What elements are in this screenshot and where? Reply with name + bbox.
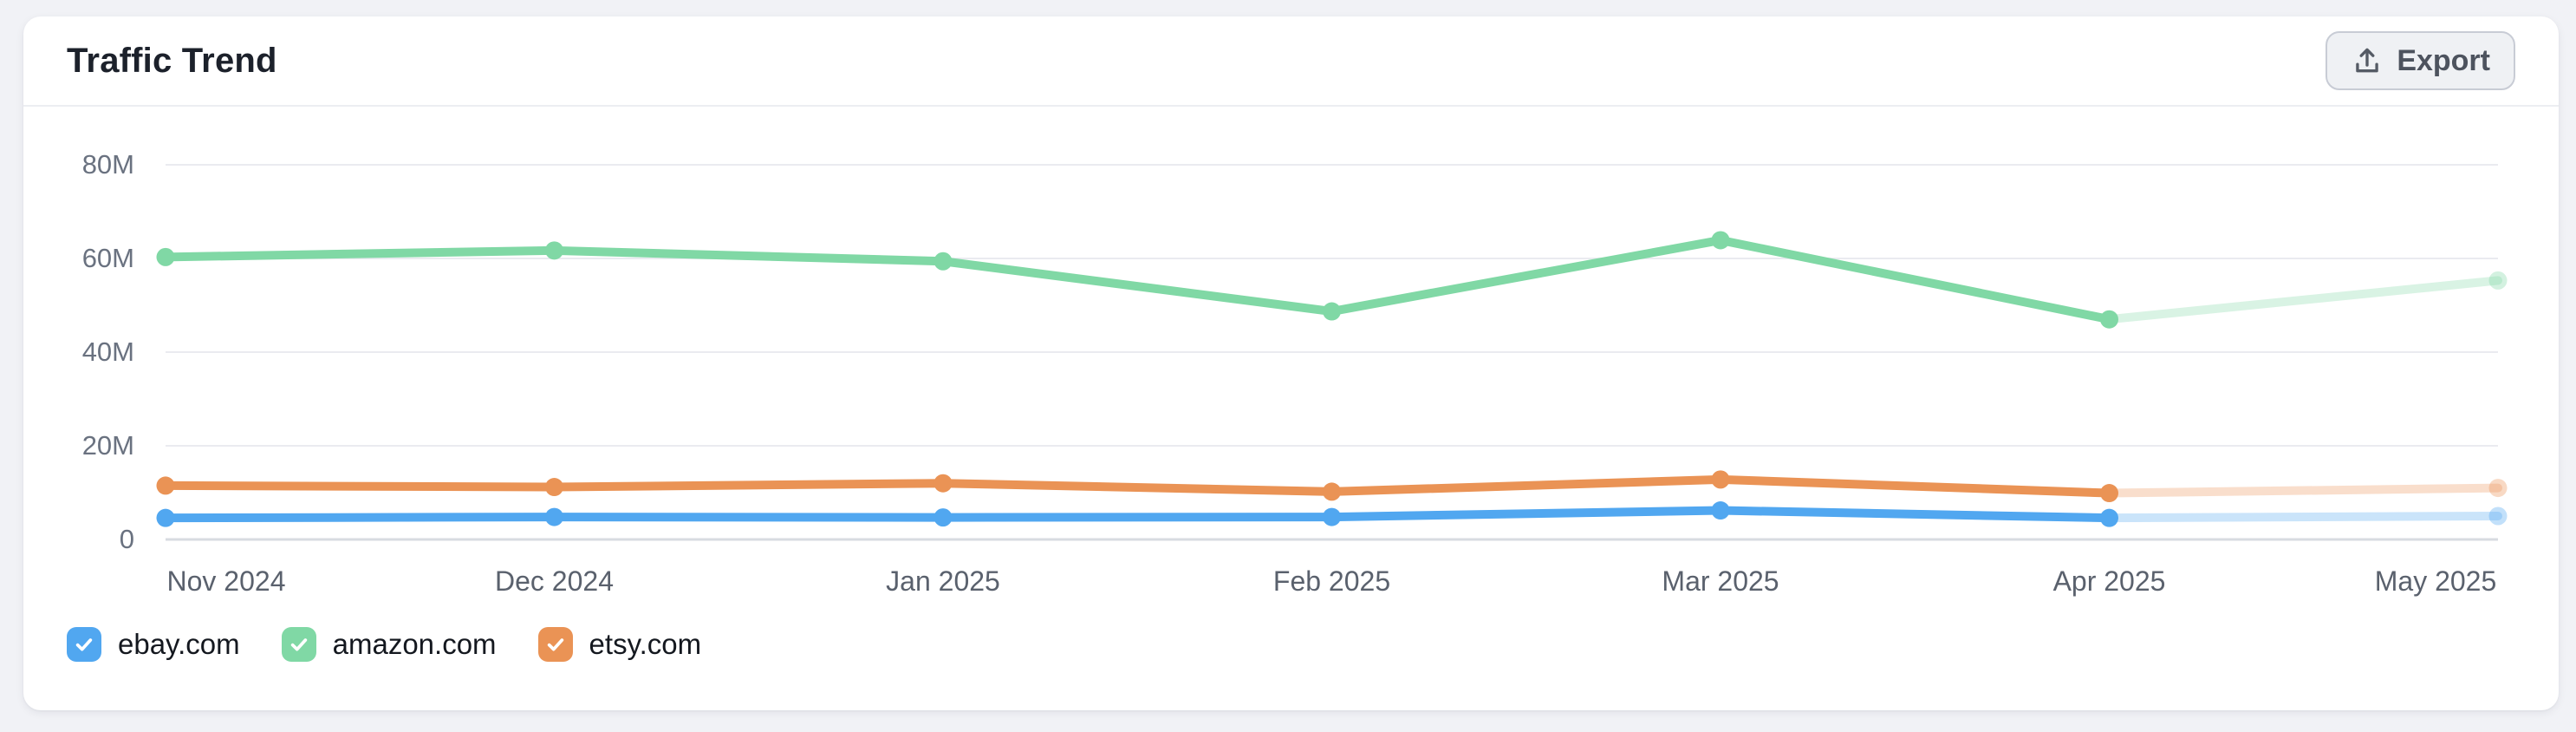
- card-header: Traffic Trend Export: [23, 16, 2559, 107]
- data-point-ebay.com: [933, 508, 953, 527]
- y-axis-label: 60M: [81, 243, 134, 273]
- series-line-ebay.com: [161, 506, 2114, 523]
- legend-checkbox-etsy.com[interactable]: [537, 627, 573, 662]
- x-axis-label: Jan 2025: [886, 565, 1000, 597]
- x-axis-label: Mar 2025: [1662, 565, 1779, 597]
- y-axis-label: 40M: [81, 337, 134, 367]
- traffic-trend-chart: 80M 60M 40M 20M 0 Nov 2024 Dec 2024 Jan 2025 Feb…: [23, 107, 2559, 710]
- data-point-etsy.com: [545, 478, 563, 497]
- legend-label: etsy.com: [589, 628, 702, 660]
- legend-item-ebay.com[interactable]: ebay.com: [67, 627, 240, 662]
- checkmark-icon: [547, 638, 563, 651]
- y-axis-label: 80M: [81, 149, 134, 180]
- data-point-ebay.com: [2488, 507, 2508, 526]
- data-point-amazon.com: [2100, 310, 2118, 329]
- checkmark-icon: [290, 638, 307, 651]
- x-axis-label: Apr 2025: [2052, 565, 2166, 597]
- data-point-etsy.com: [933, 474, 953, 493]
- x-axis-label: Nov 2024: [166, 565, 286, 597]
- series-line-projected-amazon.com: [2104, 276, 2502, 324]
- data-point-etsy.com: [1711, 470, 1730, 489]
- series-line-etsy.com: [161, 474, 2114, 498]
- data-point-amazon.com: [933, 252, 953, 271]
- traffic-trend-card: Traffic Trend Export 80M 60M 40M 20M 0 Nov 20…: [23, 16, 2559, 710]
- data-point-amazon.com: [2488, 271, 2508, 290]
- checkmark-icon: [75, 638, 93, 651]
- data-point-ebay.com: [156, 508, 175, 527]
- legend-checkbox-ebay.com[interactable]: [67, 627, 101, 662]
- legend-label: amazon.com: [332, 628, 497, 660]
- chart-canvas: [156, 164, 2508, 541]
- y-axis-label: 20M: [81, 430, 134, 461]
- series-line-projected-etsy.com: [2104, 483, 2502, 498]
- data-point-etsy.com: [156, 476, 175, 495]
- export-button-label: Export: [2397, 43, 2490, 77]
- legend-item-etsy.com[interactable]: etsy.com: [537, 627, 702, 662]
- data-point-amazon.com: [1323, 302, 1341, 321]
- chart-legend: ebay.com amazon.com etsy.com: [67, 627, 701, 662]
- series-line-amazon.com: [161, 235, 2114, 324]
- card-title: Traffic Trend: [67, 41, 277, 80]
- legend-label: ebay.com: [118, 628, 240, 660]
- legend-checkbox-amazon.com[interactable]: [281, 627, 316, 662]
- data-point-ebay.com: [1323, 507, 1341, 526]
- data-point-etsy.com: [2100, 484, 2118, 503]
- x-axis-label: Feb 2025: [1272, 565, 1391, 597]
- data-point-ebay.com: [1711, 501, 1730, 520]
- data-point-ebay.com: [545, 507, 563, 526]
- x-axis-label: Dec 2024: [495, 565, 614, 597]
- x-axis-label: May 2025: [2374, 565, 2497, 597]
- data-point-etsy.com: [2488, 479, 2508, 498]
- legend-item-amazon.com[interactable]: amazon.com: [281, 627, 497, 662]
- export-icon: [2351, 44, 2384, 77]
- data-point-etsy.com: [1323, 482, 1341, 501]
- series-line-projected-ebay.com: [2104, 512, 2502, 523]
- data-point-amazon.com: [545, 241, 563, 260]
- data-point-amazon.com: [1711, 231, 1730, 250]
- y-axis-label: 0: [119, 524, 134, 554]
- data-point-amazon.com: [156, 247, 175, 266]
- export-button[interactable]: Export: [2326, 31, 2515, 90]
- data-point-ebay.com: [2100, 508, 2118, 527]
